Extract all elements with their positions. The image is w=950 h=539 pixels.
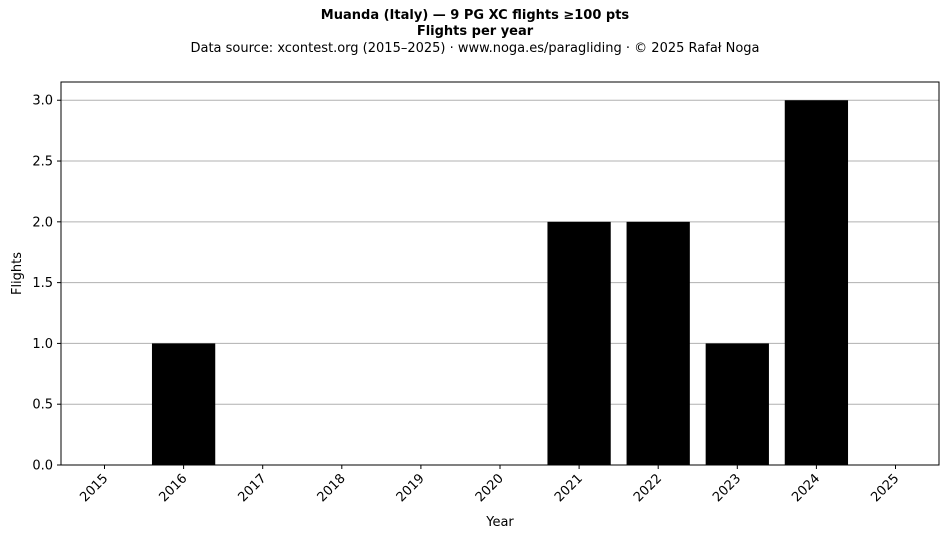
x-axis: 2015 2016 2017 2018 2019 2020 2021 2022 2023 2024… [77,465,902,505]
bar-2016 [151,343,216,465]
bar-2024 [784,100,849,465]
bars [151,100,849,465]
x-tick-label: 2019 [394,471,428,505]
y-tick-label: 0.0 [32,459,53,474]
y-tick-label: 2.5 [32,155,53,170]
chart-subtitle: Flights per year [416,24,534,39]
x-tick-label: 2018 [315,471,349,505]
chart-source-note: Data source: xcontest.org (2015–2025) · … [190,41,760,56]
bar-2022 [626,221,690,465]
y-tick-label: 1.5 [32,276,53,291]
x-axis-label: Year [485,515,514,530]
x-tick-label: 2017 [236,471,270,505]
x-tick-label: 2022 [631,471,665,505]
y-axis-label: Flights [10,252,25,295]
x-tick-label: 2024 [789,471,823,505]
x-tick-label: 2021 [552,471,586,505]
y-tick-label: 2.0 [32,215,53,230]
x-tick-label: 2015 [77,471,111,505]
x-tick-label: 2025 [868,471,902,505]
y-tick-label: 0.5 [32,398,53,413]
x-tick-label: 2023 [710,471,744,505]
bar-2021 [547,221,611,465]
y-tick-label: 1.0 [32,337,53,352]
y-axis: 0.0 0.5 1.0 1.5 2.0 2.5 3.0 [32,94,61,474]
y-tick-label: 3.0 [32,94,53,109]
chart-title-block: Muanda (Italy) — 9 PG XC flights ≥100 pt… [0,8,950,58]
chart-title: Muanda (Italy) — 9 PG XC flights ≥100 pt… [320,8,630,23]
x-tick-label: 2016 [156,471,190,505]
x-tick-label: 2020 [473,471,507,505]
bar-2023 [705,343,769,465]
